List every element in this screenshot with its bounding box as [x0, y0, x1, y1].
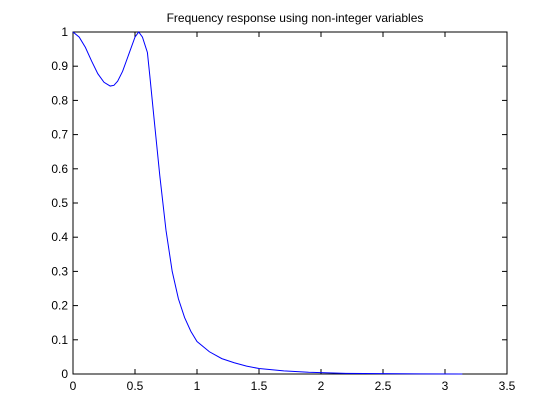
plot-area: [72, 31, 508, 375]
y-tick-label: 0.3: [51, 264, 68, 278]
y-tick-label: 0: [61, 367, 68, 381]
chart-title: Frequency response using non-integer var…: [167, 11, 424, 25]
y-tick-label: 0.5: [51, 196, 68, 210]
x-tick-label: 3.5: [499, 379, 516, 393]
axis-tick-labels: 0 0.5 1 1.5 2 2.5 3 3.5 0 0.1 0.2 0.3 0.4 0.5 0.6 0.7 0.…: [51, 25, 515, 393]
y-tick-label: 0.1: [51, 333, 68, 347]
x-tick-label: 0: [70, 379, 77, 393]
y-tick-label: 0.8: [51, 93, 68, 107]
y-tick-label: 0.2: [51, 299, 68, 313]
x-tick-label: 1: [194, 379, 201, 393]
x-tick-label: 2.5: [375, 379, 392, 393]
y-tick-label: 1: [61, 25, 68, 39]
x-tick-label: 3: [442, 379, 449, 393]
y-tick-label: 0.7: [51, 128, 68, 142]
axis-ticks: [72, 31, 508, 375]
x-tick-label: 0.5: [127, 379, 144, 393]
y-tick-label: 0.4: [51, 230, 68, 244]
x-tick-label: 1.5: [251, 379, 268, 393]
y-tick-label: 0.9: [51, 59, 68, 73]
y-tick-label: 0.6: [51, 162, 68, 176]
x-tick-label: 2: [318, 379, 325, 393]
series-line: [72, 31, 463, 375]
